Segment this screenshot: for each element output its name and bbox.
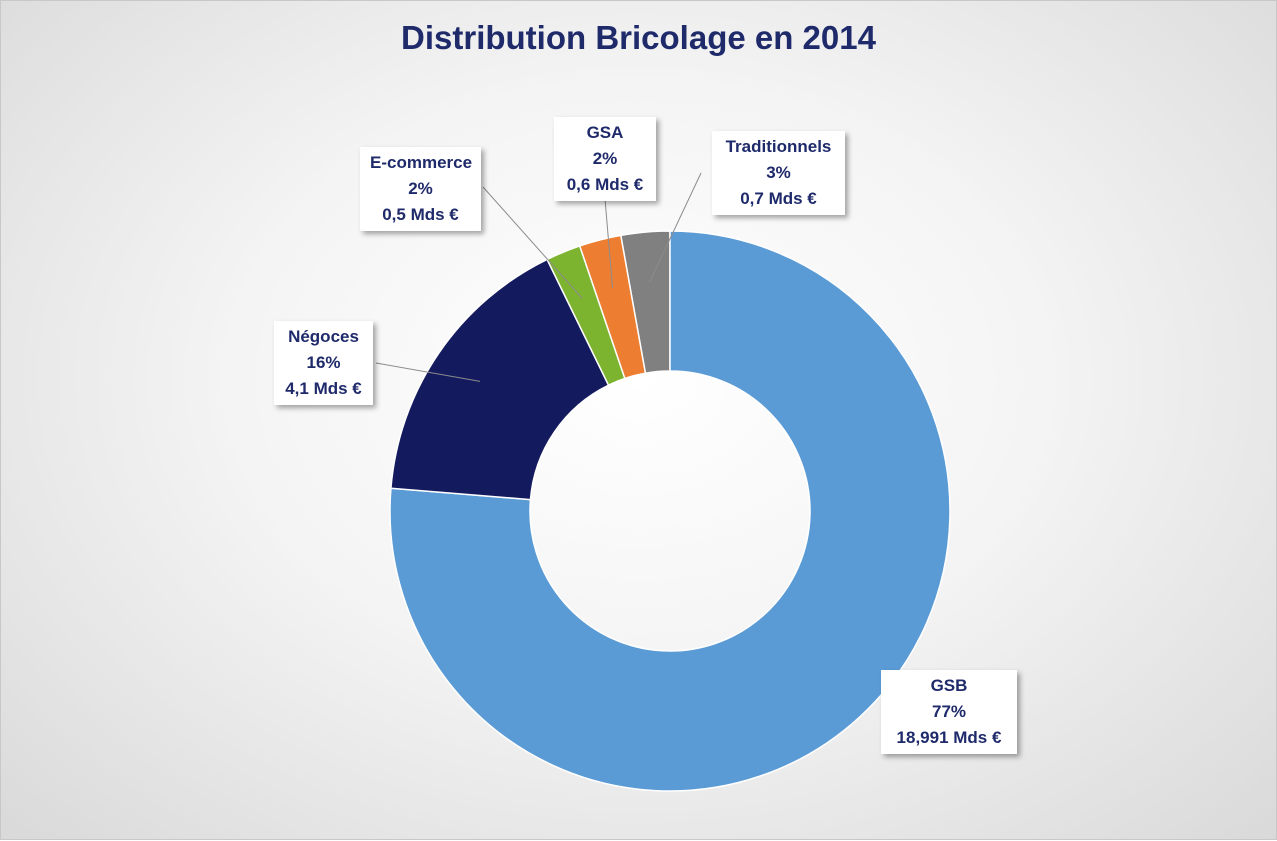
slice-gsb	[389, 230, 951, 792]
label-percent: 2%	[408, 179, 433, 198]
label-category: GSB	[930, 676, 968, 695]
data-label-gsb: GSB 77% 18,991 Mds €	[881, 670, 1017, 754]
leader-line	[375, 362, 481, 382]
chart-title: Distribution Bricolage en 2014	[401, 19, 876, 56]
data-label-traditionnels: Traditionnels 3% 0,7 Mds €	[712, 131, 845, 215]
data-label-gsa: GSA 2% 0,6 Mds €	[554, 117, 656, 201]
label-category: GSA	[586, 123, 624, 142]
label-percent: 3%	[766, 163, 791, 182]
label-category: E-commerce	[370, 153, 473, 172]
label-value: 4,1 Mds €	[285, 379, 362, 398]
label-percent: 16%	[306, 353, 341, 372]
label-value: 18,991 Mds €	[896, 728, 1002, 747]
data-label-negoces: Négoces 16% 4,1 Mds €	[274, 321, 373, 405]
label-category: Traditionnels	[725, 137, 832, 156]
label-category: Négoces	[288, 327, 359, 346]
label-value: 0,7 Mds €	[740, 189, 817, 208]
label-percent: 2%	[592, 149, 618, 168]
leader-line	[649, 172, 702, 283]
slice-n-goces	[390, 258, 610, 501]
label-value: 0,6 Mds €	[566, 175, 644, 194]
leader-line	[482, 186, 583, 299]
slice-gsa	[578, 234, 647, 380]
data-label-e-commerce: E-commerce 2% 0,5 Mds €	[360, 147, 481, 231]
label-value: 0,5 Mds €	[382, 205, 459, 224]
leader-line	[604, 198, 614, 289]
label-percent: 77%	[931, 702, 967, 721]
